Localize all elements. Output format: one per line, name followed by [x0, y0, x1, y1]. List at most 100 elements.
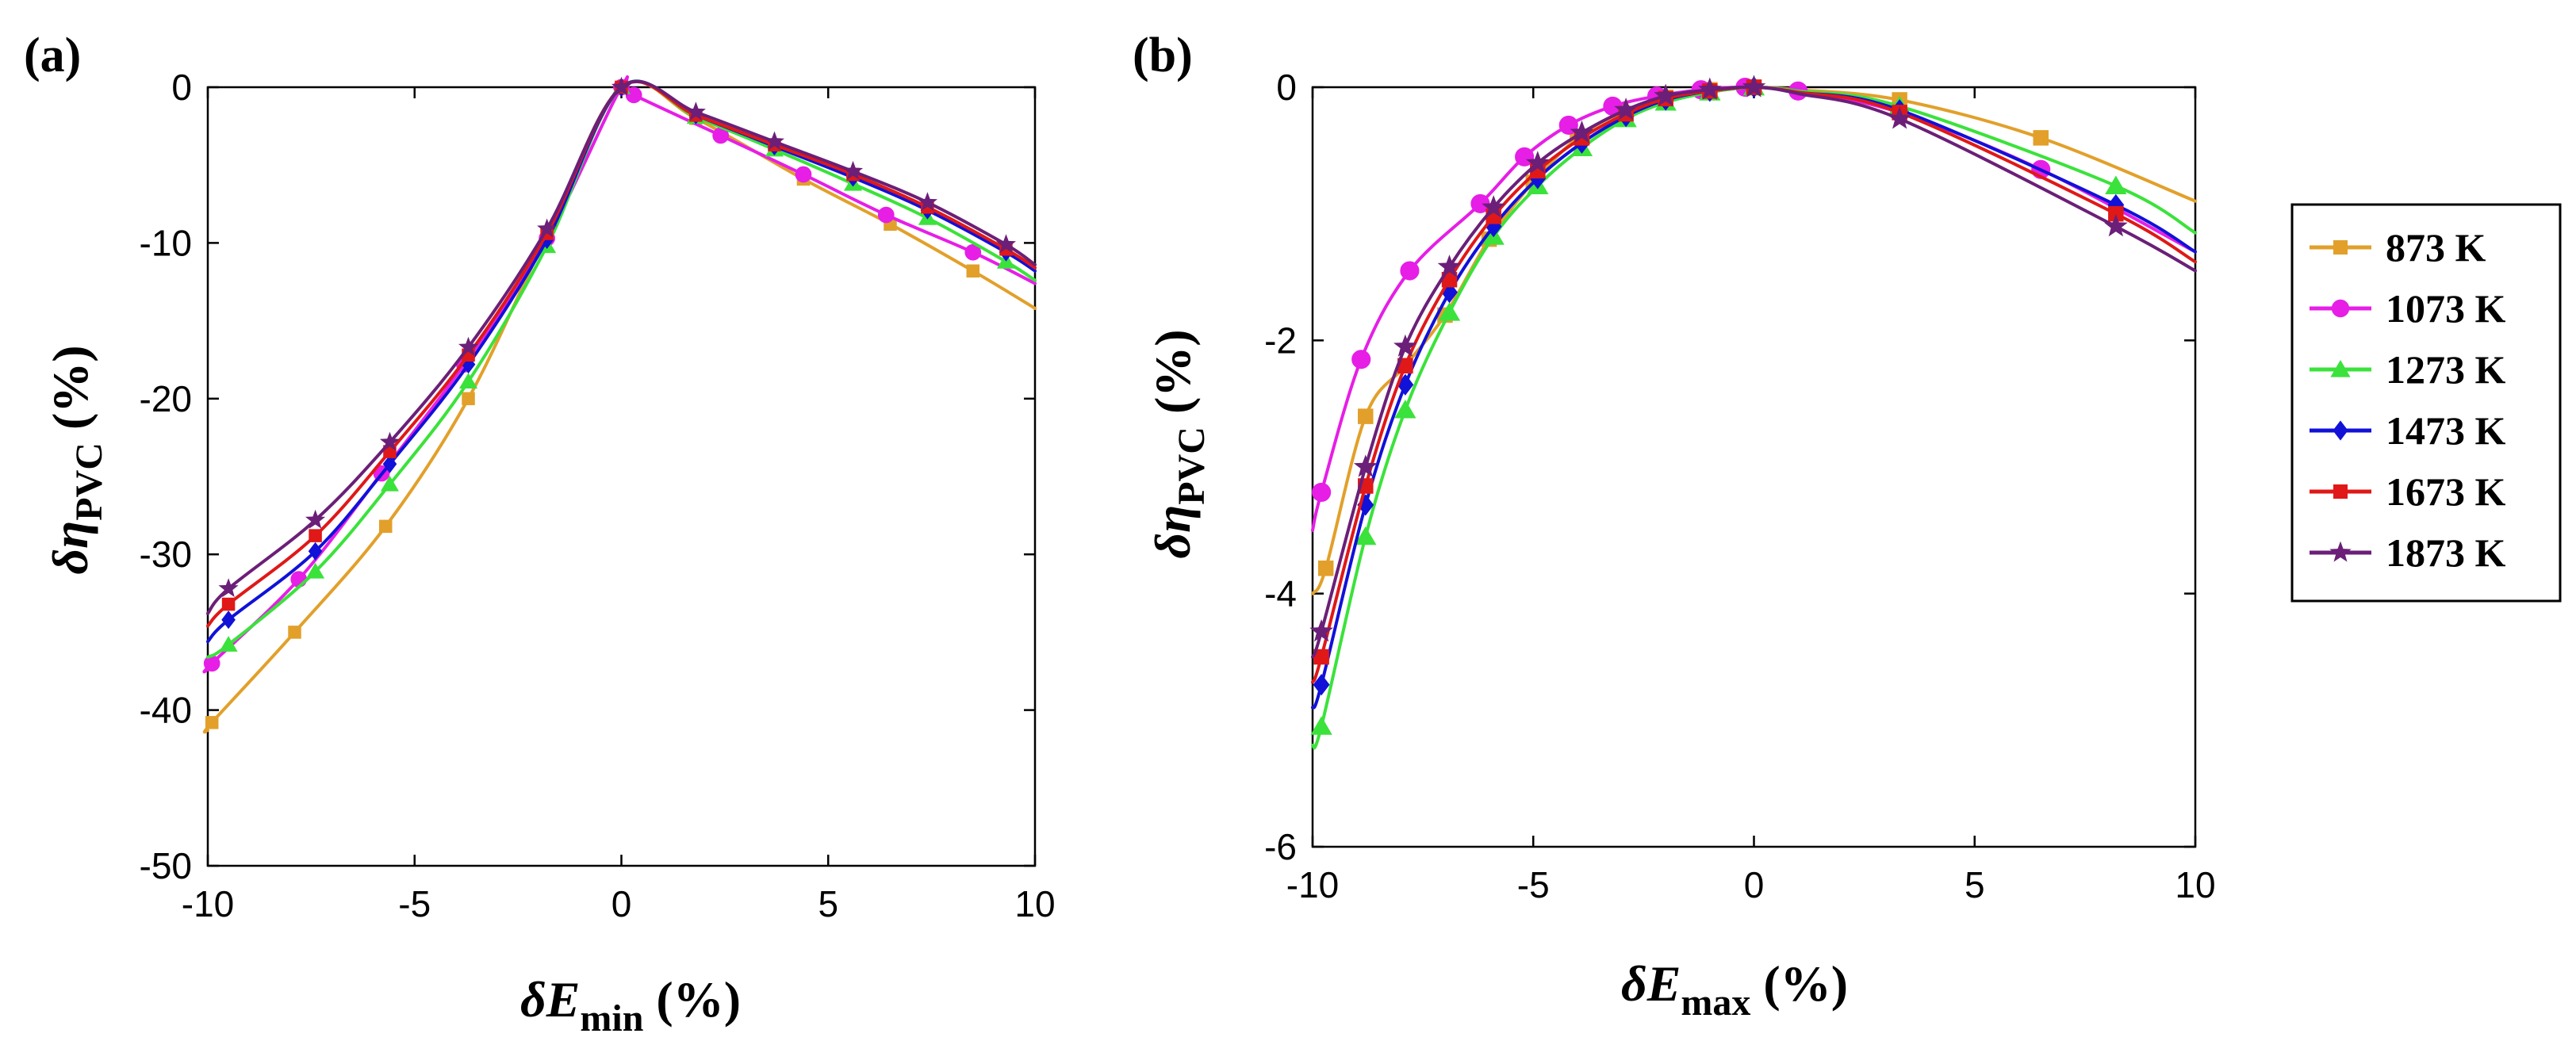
- data-point: [380, 475, 400, 492]
- data-point: [1313, 673, 1330, 696]
- series-line-1473-k: [206, 79, 1037, 644]
- data-point: [611, 76, 632, 96]
- y-tick-label: -6: [1264, 826, 1297, 867]
- data-point: [1570, 120, 1594, 144]
- data-point: [1355, 526, 1377, 545]
- data-point: [1614, 98, 1638, 121]
- data-point: [917, 192, 937, 211]
- series-line-873-k: [202, 80, 1037, 734]
- data-point: [537, 218, 558, 238]
- y-tick-label: -20: [140, 378, 192, 419]
- x-tick-label: -5: [1517, 864, 1550, 905]
- data-point: [795, 166, 812, 183]
- series-line-1073-k: [202, 75, 1037, 674]
- data-point: [218, 578, 239, 598]
- legend-items: 873 K 1073 K 1273 K 1473 K 1673 K 1873 K: [2310, 225, 2506, 575]
- series-line-1473-k: [1311, 85, 2197, 710]
- data-point: [1438, 302, 1461, 321]
- data-point: [625, 86, 642, 104]
- panel-a: (a) -10 -5 0 5 100-10-20-30-40-50 δEmin (%) …: [24, 29, 1056, 1039]
- data-point: [1358, 408, 1374, 424]
- data-point: [1313, 649, 1329, 665]
- panel-b-y-axis-label: δηPVC (%): [1144, 329, 1213, 558]
- data-point: [1351, 350, 1371, 369]
- data-point: [1393, 334, 1417, 357]
- panel-b-plot-area: -10 -5 0 5 10 0 -2 -4 -6: [1264, 67, 2215, 905]
- x-tick-label: -5: [398, 883, 431, 924]
- legend-marker: [2333, 240, 2348, 255]
- data-point: [1742, 75, 1766, 98]
- data-point: [1317, 560, 1334, 576]
- x-tick-label: 0: [1744, 864, 1765, 905]
- data-point: [219, 636, 238, 652]
- panel-b: (b) -10 -5 0 5 10 0 -2 -4 -6 δEmax (%) δηPVC (%): [1133, 29, 2216, 1024]
- data-point: [1526, 151, 1550, 174]
- panel-b-axes-box: [1311, 86, 2197, 848]
- data-point: [1394, 400, 1416, 419]
- y-tick-label: -10: [140, 222, 192, 263]
- data-point: [458, 373, 478, 388]
- x-tick-label: 5: [818, 883, 838, 924]
- legend-label: 1873 K: [2386, 530, 2506, 575]
- data-point: [221, 597, 236, 611]
- legend-marker: [2329, 541, 2352, 562]
- data-point: [843, 160, 864, 180]
- data-point: [1698, 77, 1722, 100]
- data-point: [290, 571, 308, 587]
- legend-label: 1273 K: [2386, 347, 2506, 392]
- legend-label: 873 K: [2386, 225, 2486, 270]
- legend-label: 1073 K: [2386, 286, 2506, 331]
- y-tick-label: 0: [1276, 67, 1297, 108]
- x-tick-label: 10: [1014, 883, 1055, 924]
- data-point: [1654, 83, 1677, 106]
- x-tick-label: -10: [182, 883, 234, 924]
- data-point: [877, 206, 895, 224]
- legend-label: 1673 K: [2386, 469, 2506, 514]
- series-line-1873-k: [206, 79, 1037, 615]
- data-point: [2033, 130, 2049, 146]
- y-tick-label: -30: [140, 534, 192, 575]
- data-point: [458, 336, 479, 356]
- data-point: [382, 454, 397, 473]
- data-point: [2108, 205, 2124, 222]
- x-tick-label: 10: [2175, 864, 2215, 905]
- panel-b-x-axis-label: δEmax (%): [1621, 955, 1848, 1024]
- series-line-1673-k: [1311, 85, 2197, 684]
- data-point: [1482, 195, 1505, 218]
- data-point: [309, 529, 322, 542]
- data-point: [1400, 261, 1420, 281]
- y-tick-label: 0: [171, 67, 192, 108]
- series-line-1673-k: [206, 80, 1037, 628]
- x-tick-label: 5: [1965, 864, 1985, 905]
- series-line-1873-k: [1311, 85, 2197, 659]
- data-point: [764, 131, 784, 151]
- data-point: [306, 562, 325, 579]
- legend: 873 K 1073 K 1273 K 1473 K 1673 K 1873 K: [2290, 203, 2562, 603]
- data-point: [379, 431, 400, 451]
- panel-a-plot-area: -10 -5 0 5 100-10-20-30-40-50: [140, 67, 1056, 924]
- legend-marker: [2333, 420, 2348, 441]
- panel-a-label: (a): [24, 29, 81, 82]
- data-point: [462, 392, 475, 406]
- data-point: [685, 101, 706, 121]
- legend-label: 1473 K: [2386, 408, 2506, 453]
- y-tick-label: -2: [1264, 320, 1297, 361]
- data-point: [378, 519, 393, 534]
- y-tick-label: -50: [140, 845, 192, 886]
- data-point: [308, 542, 323, 561]
- legend-box: [2290, 203, 2562, 603]
- data-point: [1437, 255, 1462, 277]
- data-point: [1441, 281, 1458, 304]
- data-point: [995, 234, 1016, 253]
- panel-a-y-axis-label: δηPVC (%): [42, 345, 110, 574]
- data-point: [2104, 214, 2128, 237]
- data-point: [1353, 454, 1378, 477]
- legend-marker: [2331, 299, 2350, 318]
- data-point: [1309, 619, 1333, 642]
- data-point: [305, 509, 326, 529]
- x-tick-label: 0: [611, 883, 632, 924]
- data-point: [205, 716, 219, 729]
- data-point: [966, 264, 980, 278]
- panel-a-x-axis-label: δEmin (%): [520, 971, 741, 1039]
